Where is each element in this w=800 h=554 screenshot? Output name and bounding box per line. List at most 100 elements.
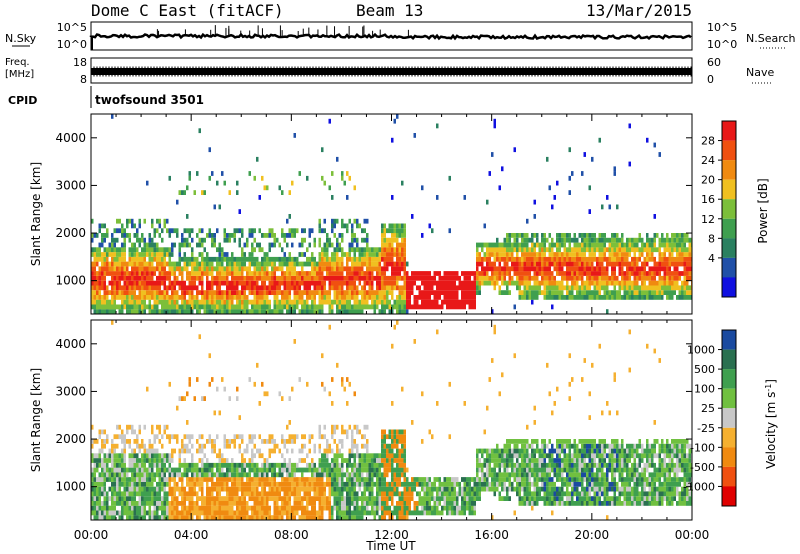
power-cell xyxy=(511,233,514,238)
power-cell xyxy=(228,304,231,310)
velocity-cell xyxy=(306,453,309,459)
power-cell xyxy=(216,295,219,300)
power-cell xyxy=(296,304,299,310)
power-cell xyxy=(103,247,106,253)
power-cell xyxy=(303,290,306,295)
power-cell xyxy=(113,280,116,286)
power-cell xyxy=(203,299,206,305)
power-cell xyxy=(553,285,556,291)
power-cell xyxy=(323,275,326,281)
velocity-cell xyxy=(178,477,181,482)
power-cell xyxy=(431,228,434,234)
power-cell xyxy=(306,175,309,181)
power-cell xyxy=(123,266,126,272)
power-cell xyxy=(461,280,464,286)
velocity-cell xyxy=(101,467,104,473)
velocity-cell xyxy=(276,443,279,449)
velocity-cell xyxy=(326,477,329,482)
power-cell xyxy=(111,271,114,276)
power-cell xyxy=(361,247,364,253)
power-cell xyxy=(688,237,691,243)
power-cell xyxy=(668,252,671,257)
velocity-cell xyxy=(233,443,236,449)
power-cell xyxy=(151,237,154,243)
power-cell xyxy=(593,237,596,243)
velocity-cell xyxy=(191,434,194,440)
power-cell xyxy=(261,175,264,181)
power-cell xyxy=(228,309,231,314)
velocity-cell xyxy=(138,491,141,497)
power-cell xyxy=(486,199,489,205)
power-cell xyxy=(436,295,439,300)
power-cell xyxy=(166,309,169,314)
power-cell xyxy=(248,299,251,305)
power-cell xyxy=(318,304,321,310)
power-cell xyxy=(613,280,616,286)
power-cell xyxy=(386,237,389,243)
power-cell xyxy=(523,237,526,243)
power-cell xyxy=(181,271,184,276)
power-cell xyxy=(298,242,301,248)
power-cell xyxy=(171,266,174,272)
velocity-cell xyxy=(193,481,196,487)
velocity-cell xyxy=(281,472,284,478)
power-cell xyxy=(571,295,574,300)
power-cell xyxy=(618,247,621,253)
velocity-cell xyxy=(176,505,179,511)
velocity-cell xyxy=(341,462,344,468)
power-cell xyxy=(436,299,439,305)
power-cell xyxy=(146,285,149,291)
power-cell xyxy=(426,290,429,295)
power-cell xyxy=(91,218,94,224)
power-cell xyxy=(158,218,161,224)
power-cell xyxy=(551,242,554,248)
velocity-cell xyxy=(291,491,294,497)
velocity-cell xyxy=(216,453,219,459)
velocity-cell xyxy=(198,486,201,492)
velocity-cell xyxy=(218,481,221,487)
power-cell xyxy=(363,252,366,257)
velocity-cell xyxy=(263,467,266,473)
power-cell xyxy=(316,266,319,272)
power-cell xyxy=(371,285,374,291)
velocity-cell xyxy=(241,496,244,501)
power-cell xyxy=(406,309,409,314)
power-cell xyxy=(263,233,266,238)
power-cell xyxy=(313,266,316,272)
velocity-cell xyxy=(153,472,156,478)
power-cell xyxy=(168,247,171,253)
velocity-cell xyxy=(143,448,146,454)
power-cell xyxy=(296,271,299,276)
power-cell xyxy=(98,295,101,300)
velocity-cell xyxy=(123,510,126,516)
power-cell xyxy=(293,304,296,310)
velocity-cell xyxy=(186,472,189,478)
power-cell xyxy=(236,261,239,267)
power-cell xyxy=(248,228,251,234)
power-cell xyxy=(548,247,551,253)
power-cell xyxy=(606,295,609,300)
velocity-cell xyxy=(151,496,154,501)
velocity-cell xyxy=(201,434,204,440)
power-cell xyxy=(113,271,116,276)
velocity-cell xyxy=(303,477,306,482)
power-cell xyxy=(543,290,546,295)
velocity-cell xyxy=(241,505,244,511)
power-cell xyxy=(446,299,449,305)
power-cell xyxy=(431,280,434,286)
power-cell xyxy=(346,252,349,257)
power-cell xyxy=(216,280,219,286)
power-cell xyxy=(601,266,604,272)
velocity-cell xyxy=(296,505,299,511)
velocity-cell xyxy=(318,467,321,473)
velocity-cell xyxy=(143,515,146,520)
power-cell xyxy=(646,233,649,238)
power-cell xyxy=(363,271,366,276)
velocity-cell xyxy=(293,434,296,440)
velocity-cell xyxy=(111,453,114,459)
power-cell xyxy=(131,252,134,257)
power-cell xyxy=(626,237,629,243)
power-cell xyxy=(108,266,111,272)
power-cell xyxy=(513,233,516,238)
power-cell xyxy=(606,256,609,262)
